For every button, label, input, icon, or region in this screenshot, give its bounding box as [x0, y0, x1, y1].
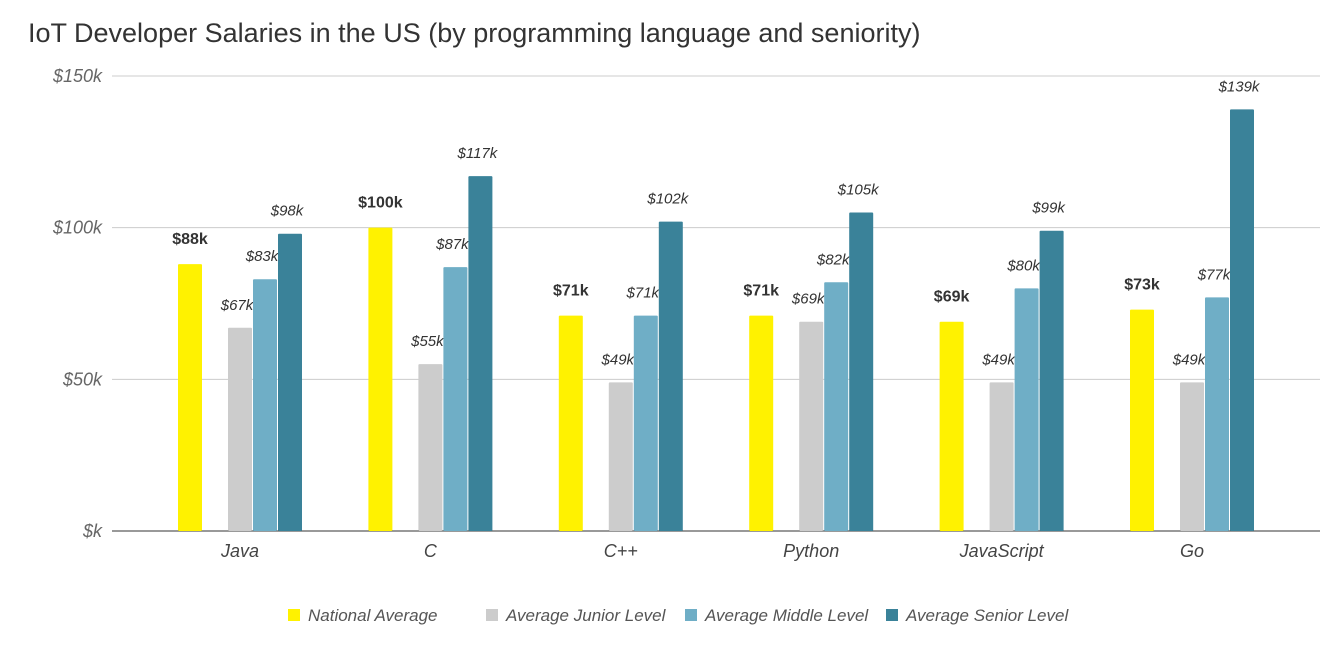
x-tick-label: Java [220, 541, 259, 561]
x-tick-label: C [424, 541, 438, 561]
bar-average-junior-level [1180, 382, 1204, 531]
legend-swatch [288, 609, 300, 621]
x-tick-label: C++ [604, 541, 638, 561]
bar-average-middle-level [253, 279, 277, 531]
data-label: $117k [457, 145, 499, 162]
x-tick-label: Python [783, 541, 839, 561]
bar-national-average [749, 315, 774, 531]
data-label: $71k [553, 283, 589, 300]
bar-average-middle-level [824, 282, 849, 531]
y-tick-label: $k [82, 521, 103, 541]
data-label: $105k [837, 182, 880, 199]
bar-average-senior-level [278, 233, 302, 531]
bar-average-middle-level [633, 315, 658, 531]
bar-national-average [368, 227, 393, 531]
y-tick-label: $100k [52, 218, 103, 238]
data-label: $69k [934, 289, 970, 306]
data-label: $71k [626, 285, 661, 302]
chart-title: IoT Developer Salaries in the US (by pro… [28, 18, 921, 48]
bar-national-average [1130, 309, 1154, 531]
data-label: $88k [172, 231, 208, 248]
bar-average-middle-level [1014, 288, 1039, 531]
legend-label: Average Middle Level [704, 606, 869, 625]
bar-average-junior-level [799, 321, 824, 531]
bar-national-average [178, 264, 202, 531]
data-label: $67k [220, 297, 255, 314]
data-label: $77k [1197, 266, 1232, 283]
legend-swatch [886, 609, 898, 621]
bar-national-average [939, 321, 964, 531]
bar-average-senior-level [1230, 109, 1254, 531]
data-label: $82k [816, 251, 851, 268]
legend-label: Average Junior Level [505, 606, 667, 625]
data-label: $49k [981, 351, 1016, 368]
data-label: $102k [646, 191, 689, 208]
x-tick-label: Go [1180, 541, 1204, 561]
legend-swatch [486, 609, 498, 621]
bar-average-middle-level [443, 267, 468, 531]
data-label: $87k [435, 236, 470, 253]
data-label: $83k [245, 248, 280, 265]
data-label: $80k [1006, 257, 1041, 274]
bar-average-senior-level [658, 221, 683, 531]
data-label: $49k [601, 351, 636, 368]
y-tick-label: $50k [62, 369, 103, 389]
data-label: $100k [358, 195, 403, 212]
bar-average-junior-level [418, 364, 443, 531]
bar-national-average [558, 315, 583, 531]
data-label: $139k [1218, 78, 1261, 95]
bar-average-junior-level [608, 382, 633, 531]
legend-label: National Average [308, 606, 437, 625]
legend-label: Average Senior Level [905, 606, 1069, 625]
bar-average-senior-level [1039, 230, 1064, 531]
data-label: $69k [791, 291, 826, 308]
y-tick-label: $150k [52, 66, 103, 86]
data-label: $73k [1124, 277, 1160, 294]
data-label: $99k [1031, 200, 1066, 217]
legend-swatch [685, 609, 697, 621]
data-label: $49k [1172, 351, 1207, 368]
bar-average-senior-level [468, 176, 493, 531]
bar-average-middle-level [1205, 297, 1229, 531]
x-tick-label: JavaScript [959, 541, 1045, 561]
bar-average-junior-level [228, 327, 252, 531]
data-label: $71k [743, 283, 779, 300]
bar-average-junior-level [989, 382, 1014, 531]
data-label: $98k [270, 203, 305, 220]
data-label: $55k [410, 333, 445, 350]
bar-average-senior-level [849, 212, 874, 531]
